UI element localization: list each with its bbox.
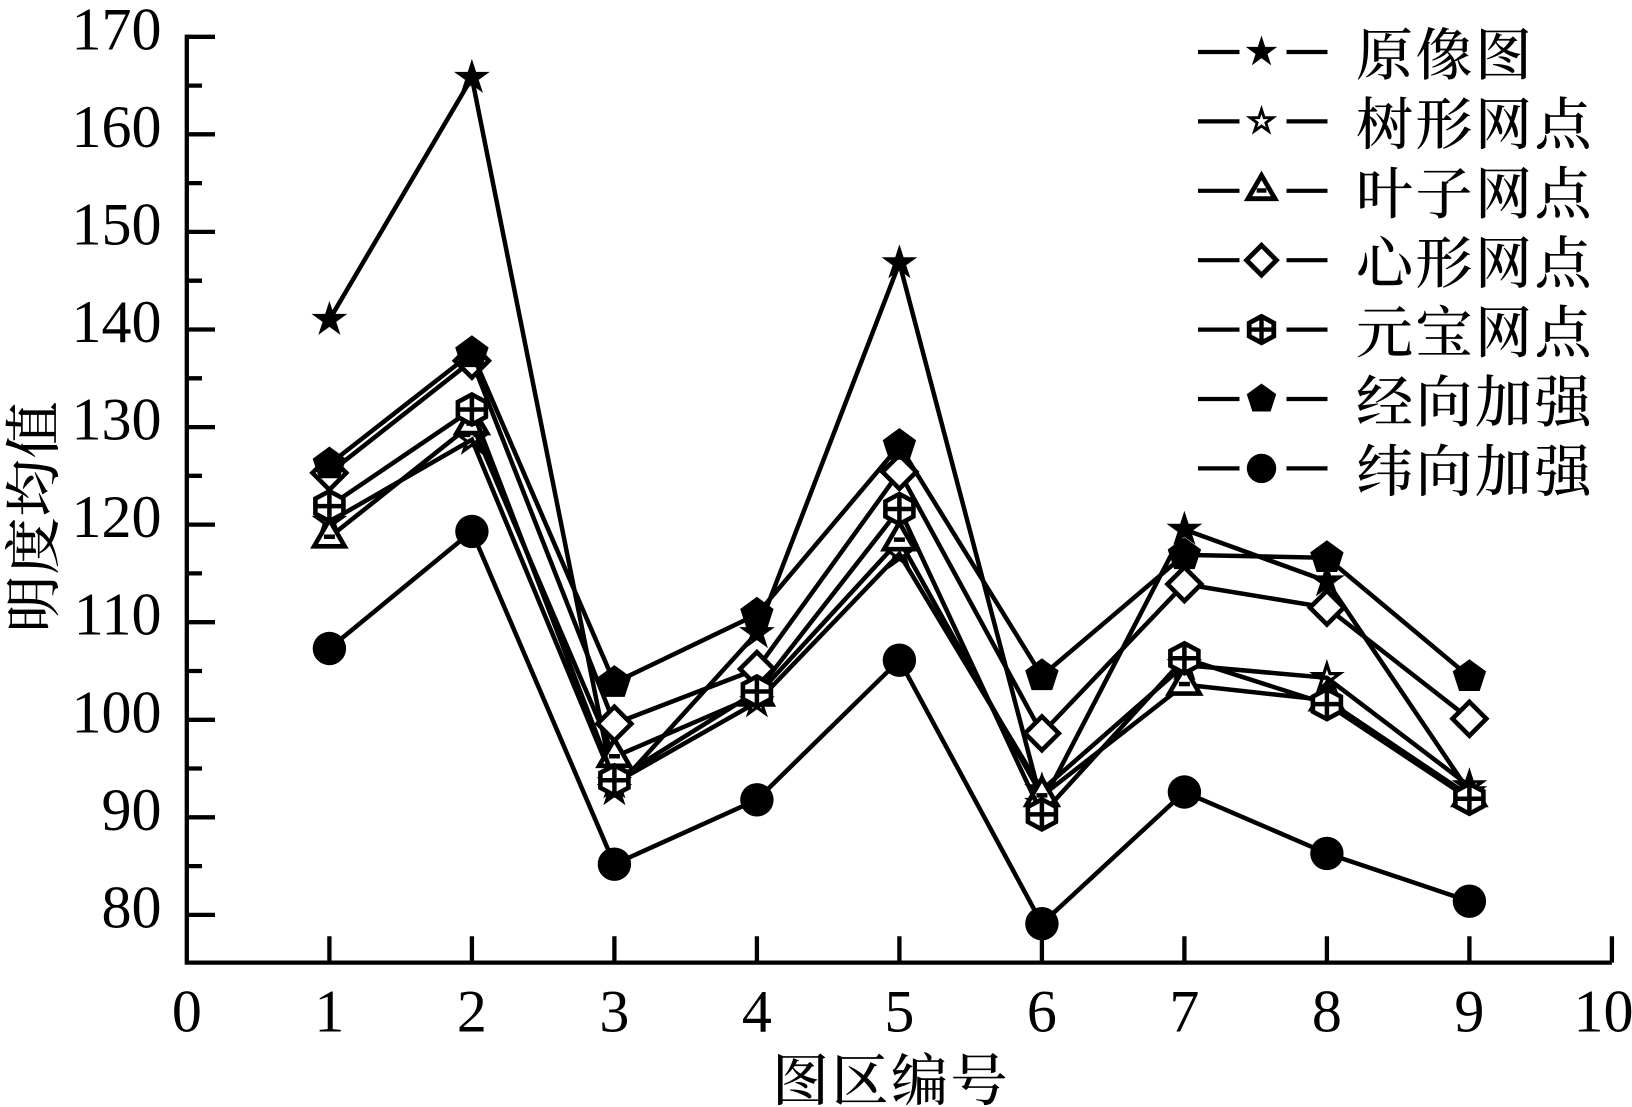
svg-text:80: 80 xyxy=(102,874,162,940)
svg-text:4: 4 xyxy=(742,979,772,1045)
svg-text:5: 5 xyxy=(884,979,914,1045)
svg-text:2: 2 xyxy=(457,979,487,1045)
svg-text:8: 8 xyxy=(1312,979,1342,1045)
svg-text:110: 110 xyxy=(74,582,162,648)
svg-text:9: 9 xyxy=(1454,979,1484,1045)
svg-text:10: 10 xyxy=(1574,979,1632,1045)
svg-text:150: 150 xyxy=(72,191,162,257)
svg-text:130: 130 xyxy=(72,387,162,453)
svg-text:100: 100 xyxy=(72,679,162,745)
svg-text:1: 1 xyxy=(314,979,344,1045)
svg-text:170: 170 xyxy=(72,0,162,62)
svg-text:160: 160 xyxy=(72,94,162,160)
svg-text:140: 140 xyxy=(72,289,162,355)
svg-text:3: 3 xyxy=(599,979,629,1045)
svg-text:7: 7 xyxy=(1169,979,1199,1045)
svg-text:6: 6 xyxy=(1027,979,1057,1045)
svg-text:120: 120 xyxy=(72,484,162,550)
svg-text:0: 0 xyxy=(172,979,202,1045)
svg-text:90: 90 xyxy=(102,777,162,843)
